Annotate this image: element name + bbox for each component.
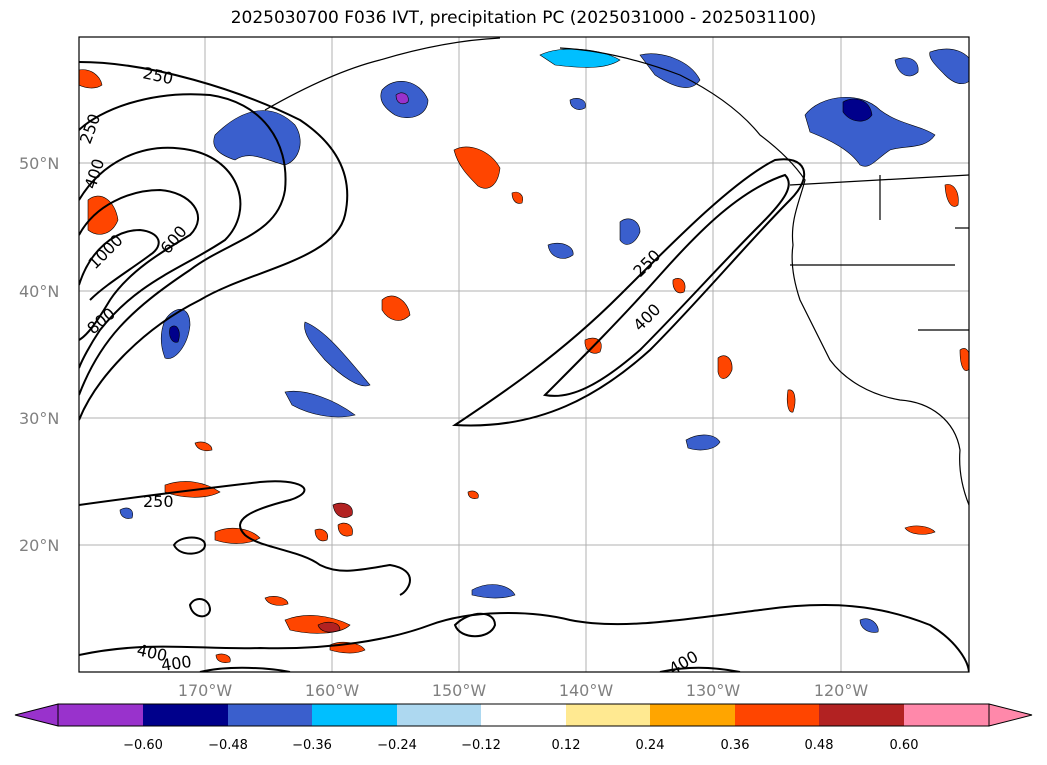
colorbar-extend-right xyxy=(988,703,1033,727)
colorbar-tick-label: 0.24 xyxy=(636,738,665,753)
colorbar xyxy=(14,703,1033,727)
colorbar-segment xyxy=(481,704,566,726)
colorbar-tick-label: −0.12 xyxy=(461,738,501,753)
colorbar-segment xyxy=(819,704,904,726)
colorbar-tick-label: 0.12 xyxy=(552,738,581,753)
colorbar-tick-label: 0.36 xyxy=(721,738,750,753)
colorbar-tick-label: 0.48 xyxy=(805,738,834,753)
lat-labels: 50°N 40°N 30°N 20°N xyxy=(19,154,59,555)
lon-label: 170°W xyxy=(178,681,233,700)
lon-label: 120°W xyxy=(814,681,869,700)
colorbar-segment xyxy=(312,704,397,726)
colorbar-segment xyxy=(143,704,228,726)
colorbar-segment xyxy=(397,704,481,726)
contour-label: 400 xyxy=(160,652,193,675)
contour-label: 250 xyxy=(143,492,174,511)
map-border xyxy=(78,36,970,673)
lat-label: 50°N xyxy=(19,154,59,173)
colorbar-segment xyxy=(904,704,989,726)
colorbar-segment xyxy=(228,704,312,726)
colorbar-tick-label: −0.48 xyxy=(208,738,248,753)
colorbar-extend-left xyxy=(14,703,59,727)
lon-label: 160°W xyxy=(305,681,360,700)
lon-labels: 170°W 160°W 150°W 140°W 130°W 120°W xyxy=(178,681,869,700)
colorbar-segment xyxy=(650,704,735,726)
colorbar-tick-label: −0.36 xyxy=(292,738,332,753)
colorbar-tick-label: 0.60 xyxy=(890,738,919,753)
positive-precip-anomalies xyxy=(79,69,969,663)
lon-label: 150°W xyxy=(432,681,487,700)
colorbar-outline xyxy=(57,703,990,727)
colorbar-segment xyxy=(735,704,819,726)
colorbar-ticks: −0.60 −0.48 −0.36 −0.24 −0.12 0.12 0.24 … xyxy=(123,738,918,753)
lat-label: 30°N xyxy=(19,409,59,428)
lon-label: 140°W xyxy=(559,681,614,700)
colorbar-tick-label: −0.60 xyxy=(123,738,163,753)
gridlines xyxy=(79,37,969,672)
ivt-contours xyxy=(79,61,969,672)
coastlines xyxy=(264,37,969,506)
lon-label: 130°W xyxy=(686,681,741,700)
colorbar-segment xyxy=(566,704,650,726)
lat-label: 40°N xyxy=(19,282,59,301)
negative-precip-anomalies xyxy=(119,48,969,633)
lat-label: 20°N xyxy=(19,536,59,555)
colorbar-tick-label: −0.24 xyxy=(377,738,417,753)
colorbar-segment xyxy=(58,704,143,726)
map-title: 2025030700 F036 IVT, precipitation PC (2… xyxy=(230,8,817,28)
